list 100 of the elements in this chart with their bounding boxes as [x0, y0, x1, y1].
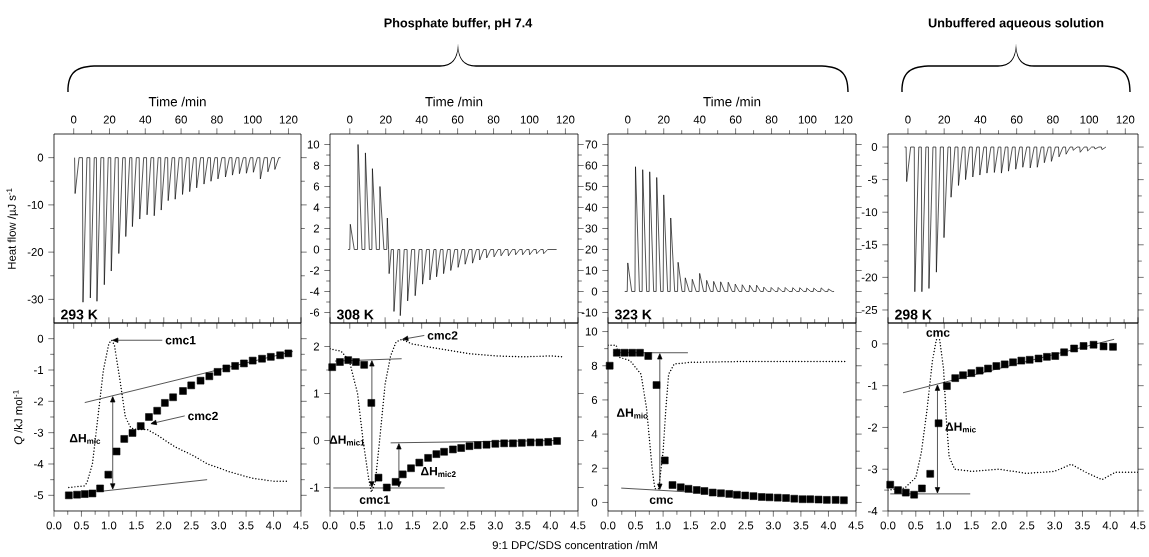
x-tick-label: 100 [798, 115, 817, 124]
point [790, 494, 799, 503]
point [136, 422, 145, 430]
y-tick-label: -25 [861, 305, 878, 314]
x-tick-label: 120 [556, 115, 575, 124]
x-tick-label: 1.5 [129, 521, 144, 530]
point [415, 458, 424, 467]
x-tick-label: 120 [834, 115, 853, 124]
point [749, 492, 758, 500]
y-tick-label: 20 [585, 245, 598, 254]
point [276, 351, 284, 360]
y-tick-label: -30 [27, 295, 44, 304]
point [840, 496, 848, 504]
point [1099, 342, 1108, 351]
point [518, 439, 526, 447]
point [765, 493, 774, 502]
point [628, 349, 636, 357]
x-tick-label: 80 [487, 115, 500, 124]
point [248, 356, 257, 365]
x-tick-label: 2.0 [432, 521, 448, 530]
point [509, 439, 517, 448]
point [934, 419, 943, 427]
y-tick-label: -20 [861, 273, 878, 282]
y-tick-label: 8 [591, 361, 598, 370]
x-tick-label: 40 [974, 115, 987, 124]
y-tick-label: 0 [871, 143, 878, 152]
x-tick-label: 0.0 [46, 521, 62, 530]
point [613, 349, 621, 357]
y-tick-label: 10 [585, 266, 598, 275]
point [352, 358, 360, 366]
annotation: cmc2 [188, 411, 218, 421]
annotation: cmc [926, 330, 950, 337]
y-tick-label: -4 [868, 507, 878, 515]
y-tick-label: 40 [585, 203, 598, 212]
x-tick-label: 4.5 [1130, 521, 1146, 530]
y-tick-label: 30 [585, 224, 598, 233]
point [407, 464, 415, 472]
x-tick-label: 1.5 [683, 521, 699, 530]
point [774, 493, 782, 502]
x-tick-label: 1.0 [101, 521, 117, 530]
point [1009, 358, 1017, 367]
point [153, 407, 161, 415]
point [383, 483, 391, 492]
point [482, 441, 491, 449]
x-tick-label: 0 [347, 115, 353, 124]
point [535, 438, 544, 447]
point [967, 369, 976, 377]
point [992, 362, 1001, 370]
y-tick-label: -1 [868, 381, 878, 390]
y-tick-label: 8 [313, 161, 320, 170]
point [1034, 354, 1043, 363]
y-tick-label: 4 [591, 430, 598, 438]
y-tick-label: 2 [313, 342, 320, 351]
point [717, 489, 725, 497]
y-tick-label: -5 [868, 175, 878, 184]
y-tick-label: -1 [34, 366, 44, 374]
x-tick-label: 0.0 [600, 521, 616, 530]
y-tick-label: 6 [313, 182, 320, 191]
point [399, 470, 407, 479]
y-axis-title: Q /kJ mol$^{-1}$ [13, 390, 25, 445]
point [222, 364, 231, 373]
chart-title: Phosphate buffer, pH 7.4 [384, 18, 533, 30]
point [951, 374, 959, 382]
point [374, 473, 383, 482]
x-tick-label: 100 [244, 115, 262, 124]
point [179, 387, 187, 395]
x-tick-label: 3.0 [487, 521, 503, 530]
x-tick-label: 0.5 [350, 521, 365, 530]
x-tick-label: 2.5 [1019, 521, 1035, 530]
x-tick-label: 120 [1116, 115, 1135, 124]
point [910, 490, 918, 499]
point [231, 362, 239, 370]
point [449, 445, 457, 454]
point [644, 352, 652, 360]
point [661, 456, 669, 465]
y-tick-label: -3 [34, 428, 44, 437]
x-tick-label: 20 [938, 115, 951, 124]
x-tick-label: 0 [625, 115, 631, 124]
point [1025, 356, 1034, 364]
x-tick-label: 80 [211, 115, 223, 124]
x-tick-label: 40 [415, 115, 428, 124]
point [1060, 348, 1068, 356]
point [104, 470, 113, 479]
point [344, 356, 352, 364]
point [636, 349, 644, 357]
point [959, 371, 967, 379]
x-axis-title: Time /min [703, 96, 761, 107]
point [196, 376, 205, 385]
x-tick-label: 1.0 [656, 521, 671, 530]
chart-title: Unbuffered aqueous solution [928, 18, 1104, 30]
point [258, 354, 266, 363]
point [652, 381, 661, 389]
point [798, 495, 807, 503]
point [120, 435, 128, 443]
point [926, 470, 934, 478]
x-axis-title: Time /min [425, 96, 483, 107]
point [205, 372, 214, 381]
annotation: ΔH$_{mic}$ [945, 422, 976, 433]
point [1000, 360, 1009, 369]
point [553, 437, 561, 445]
